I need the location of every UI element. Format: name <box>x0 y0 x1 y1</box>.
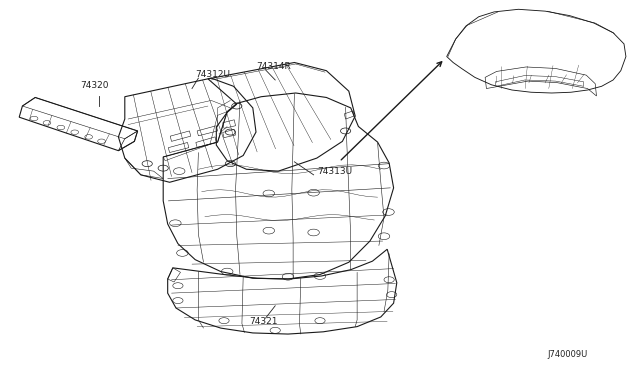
Text: J740009U: J740009U <box>547 350 588 359</box>
Text: 74312U: 74312U <box>195 70 230 79</box>
Text: 74321: 74321 <box>250 317 278 326</box>
Text: 74320: 74320 <box>80 81 109 90</box>
Text: 74313U: 74313U <box>317 167 352 176</box>
Text: 74314R: 74314R <box>256 62 291 71</box>
